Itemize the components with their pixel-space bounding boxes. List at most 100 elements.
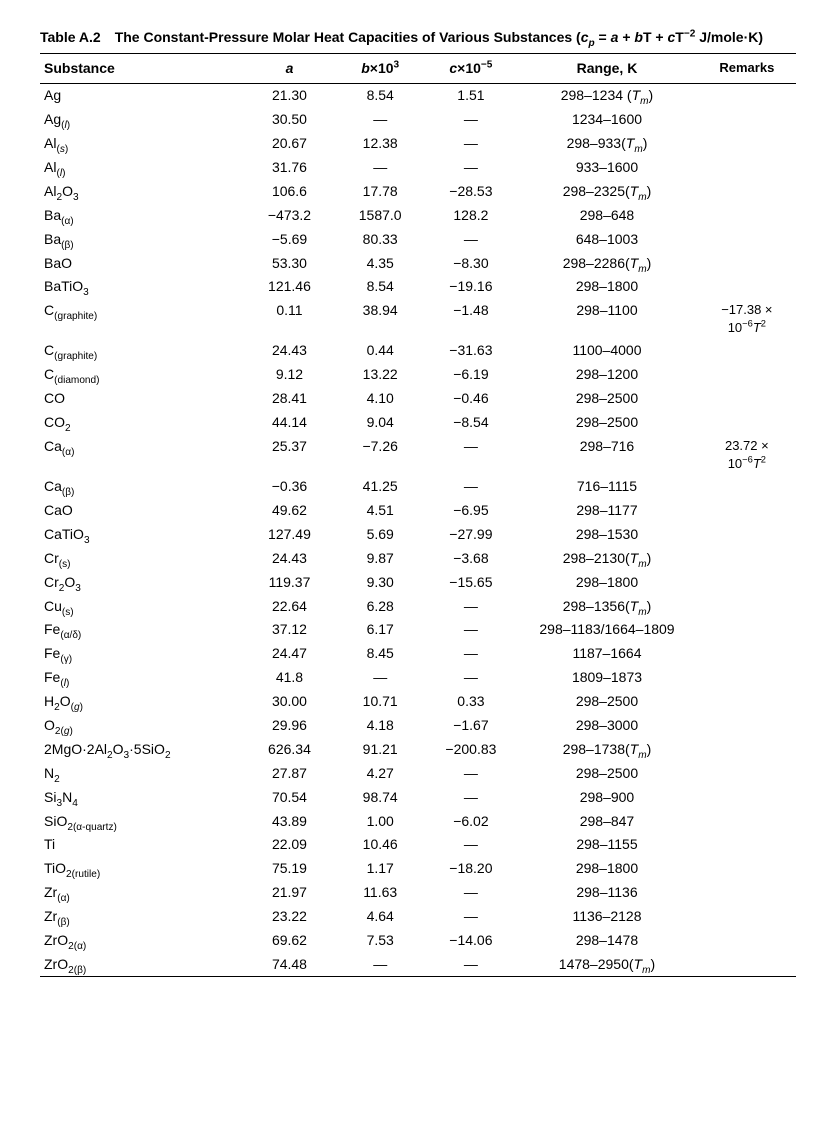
cell-remarks: [698, 785, 796, 809]
cell-remarks: 23.72 ×10−6T2: [698, 434, 796, 474]
cell-range: 298–2500: [516, 411, 697, 435]
table-row: Al(s)20.6712.38—298–933(Tm): [40, 132, 796, 156]
cell-a: −0.36: [244, 475, 335, 499]
cell-range: 298–1800: [516, 857, 697, 881]
cell-b: 4.64: [335, 905, 426, 929]
cell-b: —: [335, 666, 426, 690]
cell-b: 91.21: [335, 737, 426, 761]
cell-remarks: [698, 203, 796, 227]
cell-b: 9.04: [335, 411, 426, 435]
col-range: Range, K: [516, 53, 697, 83]
table-row: Cr(s)24.439.87−3.68298–2130(Tm): [40, 546, 796, 570]
cell-remarks: [698, 83, 796, 107]
cell-c: —: [426, 108, 517, 132]
table-row: O2(g)29.964.18−1.67298–3000: [40, 713, 796, 737]
cell-substance: SiO2(α-quartz): [40, 809, 244, 833]
table-row: Zr(α)21.9711.63—298–1136: [40, 881, 796, 905]
cell-substance: Ba(β): [40, 227, 244, 251]
table-row: C(diamond)9.1213.22−6.19298–1200: [40, 363, 796, 387]
cell-range: 298–2130(Tm): [516, 546, 697, 570]
cell-substance: 2MgO·2Al2O3·5SiO2: [40, 737, 244, 761]
cell-c: −200.83: [426, 737, 517, 761]
table-row: Ag21.308.541.51298–1234 (Tm): [40, 83, 796, 107]
cell-c: —: [426, 618, 517, 642]
cell-a: 28.41: [244, 387, 335, 411]
cell-substance: Ag: [40, 83, 244, 107]
table-row: 2MgO·2Al2O3·5SiO2626.3491.21−200.83298–1…: [40, 737, 796, 761]
cell-a: 23.22: [244, 905, 335, 929]
table-row: Ag(l)30.50——1234–1600: [40, 108, 796, 132]
table-row: Fe(γ)24.478.45—1187–1664: [40, 642, 796, 666]
cell-remarks: [698, 363, 796, 387]
cell-remarks: [698, 227, 796, 251]
cell-range: 1136–2128: [516, 905, 697, 929]
table-row: ZrO2(β)74.48——1478–2950(Tm): [40, 952, 796, 976]
cell-b: 10.46: [335, 833, 426, 857]
cell-range: 298–1200: [516, 363, 697, 387]
cell-substance: ZrO2(α): [40, 928, 244, 952]
cell-remarks: [698, 690, 796, 714]
cell-a: 626.34: [244, 737, 335, 761]
cell-range: 1187–1664: [516, 642, 697, 666]
cell-b: −7.26: [335, 434, 426, 474]
cell-a: 127.49: [244, 522, 335, 546]
table-row: Al2O3106.617.78−28.53298–2325(Tm): [40, 179, 796, 203]
cell-substance: CaO: [40, 498, 244, 522]
cell-b: 8.45: [335, 642, 426, 666]
cell-b: 1.17: [335, 857, 426, 881]
cell-range: 648–1003: [516, 227, 697, 251]
cell-substance: BaO: [40, 251, 244, 275]
cell-b: 38.94: [335, 299, 426, 339]
table-row: Al(l)31.76——933–1600: [40, 155, 796, 179]
cell-c: 0.33: [426, 690, 517, 714]
cell-range: 298–2286(Tm): [516, 251, 697, 275]
cell-a: 69.62: [244, 928, 335, 952]
cell-remarks: [698, 498, 796, 522]
table-row: CaTiO3127.495.69−27.99298–1530: [40, 522, 796, 546]
cell-a: 29.96: [244, 713, 335, 737]
cell-c: —: [426, 905, 517, 929]
cell-substance: Ca(α): [40, 434, 244, 474]
cell-b: 8.54: [335, 275, 426, 299]
heat-capacity-table: Substance a b×103 c×10−5 Range, K Remark…: [40, 53, 796, 977]
cell-a: 37.12: [244, 618, 335, 642]
cell-c: —: [426, 227, 517, 251]
cell-substance: BaTiO3: [40, 275, 244, 299]
cell-substance: TiO2(rutile): [40, 857, 244, 881]
cell-b: 9.87: [335, 546, 426, 570]
table-row: Si3N470.5498.74—298–900: [40, 785, 796, 809]
cell-b: 4.51: [335, 498, 426, 522]
col-a: a: [244, 53, 335, 83]
cell-c: −1.67: [426, 713, 517, 737]
cell-range: 298–716: [516, 434, 697, 474]
table-caption: Table A.2 The Constant-Pressure Molar He…: [40, 28, 796, 47]
cell-range: 298–1183/1664–1809: [516, 618, 697, 642]
cell-a: 31.76: [244, 155, 335, 179]
cell-substance: C(graphite): [40, 339, 244, 363]
table-row: Ti22.0910.46—298–1155: [40, 833, 796, 857]
table-row: ZrO2(α)69.627.53−14.06298–1478: [40, 928, 796, 952]
cell-substance: ZrO2(β): [40, 952, 244, 976]
cell-c: −27.99: [426, 522, 517, 546]
table-row: C(graphite)0.1138.94−1.48298–1100−17.38 …: [40, 299, 796, 339]
cell-substance: N2: [40, 761, 244, 785]
cell-a: 20.67: [244, 132, 335, 156]
cell-b: 4.35: [335, 251, 426, 275]
cell-b: —: [335, 155, 426, 179]
cell-c: −3.68: [426, 546, 517, 570]
table-row: SiO2(α-quartz)43.891.00−6.02298–847: [40, 809, 796, 833]
cell-remarks: [698, 251, 796, 275]
table-body: Ag21.308.541.51298–1234 (Tm)Ag(l)30.50——…: [40, 83, 796, 976]
cell-b: 6.28: [335, 594, 426, 618]
table-row: Fe(α/δ)37.126.17—298–1183/1664–1809: [40, 618, 796, 642]
cell-c: —: [426, 881, 517, 905]
cell-b: 11.63: [335, 881, 426, 905]
cell-c: —: [426, 761, 517, 785]
cell-remarks: [698, 642, 796, 666]
cell-b: 41.25: [335, 475, 426, 499]
cell-b: 1.00: [335, 809, 426, 833]
cell-substance: Fe(γ): [40, 642, 244, 666]
cell-substance: C(graphite): [40, 299, 244, 339]
cell-remarks: [698, 594, 796, 618]
cell-substance: Cr(s): [40, 546, 244, 570]
